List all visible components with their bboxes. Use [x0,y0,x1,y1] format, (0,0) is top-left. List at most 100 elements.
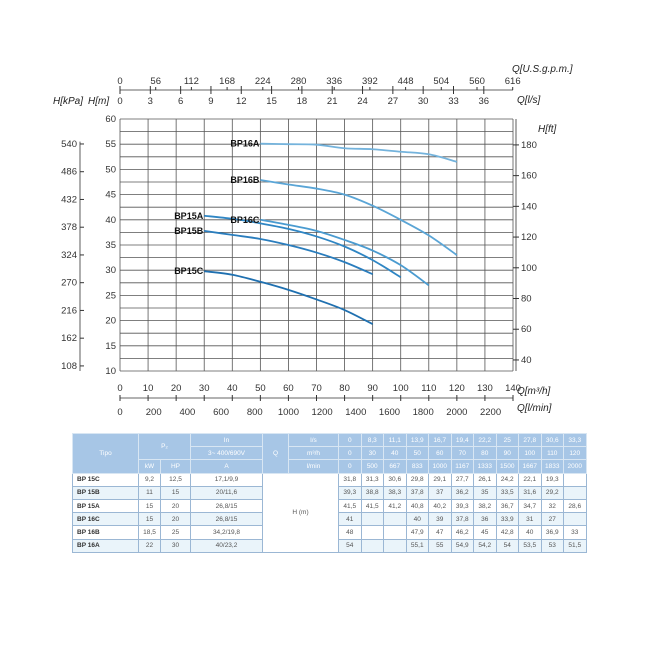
curve-label-bp15a: BP15A [174,211,204,221]
x-tick-label-gpm: 280 [291,76,307,87]
x-tick-label-gpm: 224 [255,76,271,87]
head-value: 39,3 [450,498,474,514]
head-value: 54,9 [450,538,474,553]
head-value: 47,9 [405,525,429,540]
head-value: 27 [540,512,564,527]
curve-bp16b [260,179,458,256]
curve-label-bp16a: BP16A [230,139,260,149]
header-lmin-value: 1333 [473,459,497,474]
head-value: 34,7 [518,498,542,514]
y-tick-kpa: 324 [61,250,77,261]
pump-performance-chart: 1015202530354045505560108162216270324378… [53,64,573,418]
x-tick-label-ls: 30 [418,96,429,107]
head-value: 30,6 [383,472,407,487]
x-tick-label-gpm: 504 [433,76,449,87]
x-tick-label-m3h: 0 [117,383,122,394]
y-tick-m: 45 [105,190,116,201]
header-voltage: 3~ 400/690V [190,446,263,461]
header-unit-lmin: l/min [288,459,339,474]
head-value [563,485,587,500]
head-label: H (m) [262,472,339,553]
header-lmin-value: 2000 [563,459,587,474]
y-tick-kpa: 540 [61,139,77,150]
y-tick-m: 40 [105,215,116,226]
x-tick-label-ls: 12 [236,96,247,107]
x-tick-label-gpm: 0 [117,76,122,87]
head-value: 42,8 [495,525,519,540]
y-tick-ft: 160 [521,171,537,182]
head-value: 29,1 [428,472,452,487]
power-hp: 25 [160,525,191,540]
power-kw: 22 [138,538,161,553]
y-tick-m: 15 [105,341,116,352]
head-value [383,525,407,540]
head-value: 33,5 [495,485,519,500]
power-hp: 20 [160,512,191,527]
x-tick-label-ls: 15 [266,96,277,107]
y-tick-m: 60 [105,114,116,125]
table-row: BP 16B 18,5 25 34,2/19,8 48 47,9 47 46,2 45 42,8 4… [72,525,587,540]
x-tick-label-ls: 33 [448,96,459,107]
y-tick-kpa: 432 [61,194,77,205]
head-value: 51,5 [563,538,587,553]
y-tick-kpa: 486 [61,167,77,178]
y-tick-m: 50 [105,164,116,175]
y-tick-m: 25 [105,290,116,301]
x-axis-label-m3h: Q[m³/h] [517,386,551,397]
x-tick-label-lmin: 2200 [480,407,501,418]
curve-bp15b [204,229,373,276]
pump-type: BP 15A [72,498,139,514]
x-tick-label-m3h: 10 [143,383,154,394]
x-tick-label-lmin: 1200 [312,407,333,418]
power-kw: 18,5 [138,525,161,540]
x-tick-label-gpm: 392 [362,76,378,87]
header-lmin-value: 500 [360,459,384,474]
header-ls-value: 8,3 [360,432,384,448]
head-value: 55,1 [405,538,429,553]
pump-type: BP 16C [72,512,139,527]
x-tick-label-lmin: 1600 [379,407,400,418]
head-value [383,512,407,527]
curve-label-bp16b: BP16B [230,175,260,185]
head-value: 55 [428,538,452,553]
y-axis-label-m: H[m] [88,96,109,107]
x-tick-label-lmin: 600 [213,407,229,418]
y-tick-ft: 120 [521,232,537,243]
head-value: 39,3 [338,485,362,500]
head-value [360,525,384,540]
x-tick-label-lmin: 800 [247,407,263,418]
y-tick-ft: 60 [521,324,532,335]
curve-bp15c [204,270,374,325]
x-tick-label-ls: 0 [117,96,122,107]
x-tick-label-m3h: 130 [477,383,493,394]
x-tick-label-lmin: 400 [179,407,195,418]
table-row: BP 15A 15 20 26,8/15 41,5 41,5 41,2 40,8 40,2 39,… [72,498,587,514]
head-value: 19,3 [540,472,564,487]
current-a: 34,2/19,8 [190,525,263,540]
header-m3h-value: 80 [473,446,497,461]
head-value [563,512,587,527]
head-value [563,472,587,487]
head-value: 41 [338,512,362,527]
header-ls-value: 13,9 [405,432,429,448]
head-value: 45 [473,525,497,540]
head-value: 40,2 [428,498,452,514]
header-m3h-value: 110 [540,446,564,461]
x-axis-label-ls: Q[l/s] [517,95,541,106]
header-lmin-value: 1500 [495,459,519,474]
head-value: 53,5 [518,538,542,553]
table-row: BP 16A 22 30 40/23,2 54 55,1 55 54,9 54,2 54 53,5 5… [72,538,587,553]
x-tick-label-ls: 36 [479,96,490,107]
pump-type: BP 16A [72,538,139,553]
header-m3h-value: 70 [450,446,474,461]
header-ls-value: 16,7 [428,432,452,448]
header-in: In [190,432,263,448]
header-ls-value: 19,4 [450,432,474,448]
x-tick-label-m3h: 60 [283,383,294,394]
power-kw: 15 [138,498,161,514]
curve-label-bp16c: BP16C [230,215,260,225]
power-hp: 12,5 [160,472,191,487]
head-value: 41,5 [360,498,384,514]
x-tick-label-ls: 21 [327,96,338,107]
